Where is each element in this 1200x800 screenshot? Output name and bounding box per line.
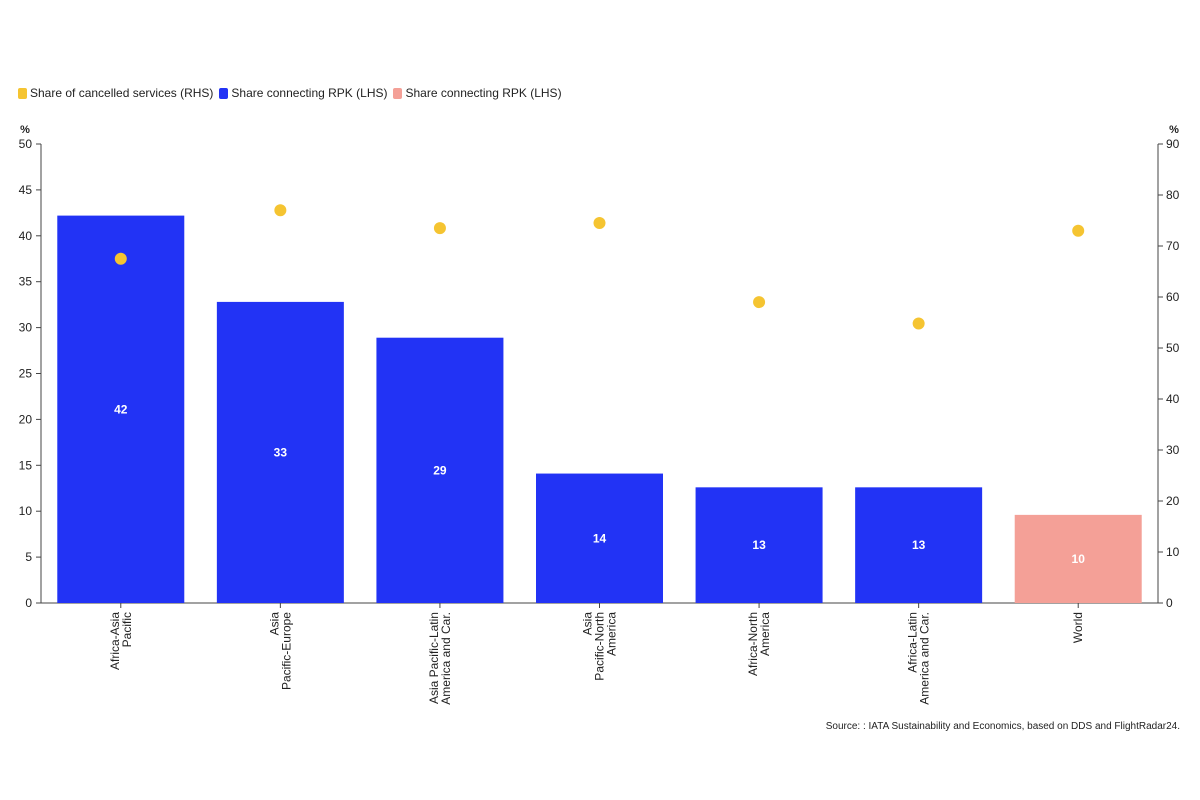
cancelled-share-dot (114, 252, 127, 265)
left-tick-label: 45 (19, 183, 33, 197)
category-label: America and Car. (439, 612, 453, 705)
left-tick-label: 50 (19, 137, 33, 151)
right-tick-label: 0 (1166, 596, 1173, 610)
bar-value-label: 29 (433, 463, 447, 477)
left-tick-label: 15 (19, 458, 33, 472)
right-tick-label: 90 (1166, 137, 1180, 151)
legend-item: Share connecting RPK (LHS) (219, 86, 387, 100)
category-label: Africa-Latin (906, 612, 920, 673)
legend-item: Share of cancelled services (RHS) (18, 86, 213, 100)
legend-swatch (219, 87, 229, 99)
right-axis-unit: % (1169, 124, 1179, 136)
left-tick-label: 5 (25, 550, 32, 564)
bar (536, 473, 663, 603)
legend-swatch (393, 87, 403, 99)
cancelled-share-dot (593, 217, 606, 230)
cancelled-share-dot (912, 317, 925, 330)
bar-value-label: 42 (114, 402, 128, 416)
right-tick-label: 70 (1166, 239, 1180, 253)
right-tick-label: 60 (1166, 290, 1180, 304)
category-label: Asia Pacific-Latin (427, 612, 441, 704)
cancelled-share-dot (753, 296, 766, 309)
legend-label: Share connecting RPK (LHS) (405, 86, 562, 100)
left-tick-label: 10 (19, 504, 33, 518)
left-tick-label: 30 (19, 321, 33, 335)
cancelled-share-dot (274, 204, 287, 217)
category-label: Pacific-Europe (279, 612, 293, 690)
left-tick-label: 35 (19, 275, 33, 289)
left-axis-unit: % (20, 124, 30, 136)
category-label: Asia (267, 612, 281, 636)
category-label: Pacific-North (593, 612, 607, 681)
chart-legend: Share of cancelled services (RHS) Share c… (18, 86, 562, 100)
category-label: Africa-Asia (108, 612, 122, 670)
right-tick-label: 40 (1166, 392, 1180, 406)
cancelled-share-dot (433, 222, 446, 235)
bar-value-label: 33 (274, 445, 288, 459)
category-label: Pacific (120, 612, 134, 647)
right-tick-label: 80 (1166, 188, 1180, 202)
bar (57, 215, 185, 603)
legend-label: Share connecting RPK (LHS) (231, 86, 388, 100)
left-tick-label: 40 (19, 229, 33, 243)
bar (695, 487, 823, 603)
category-label: World (1071, 612, 1085, 643)
legend-swatch (18, 87, 27, 99)
right-tick-label: 20 (1166, 494, 1180, 508)
bar-value-label: 13 (912, 538, 926, 552)
category-label: America and Car. (918, 612, 932, 705)
right-tick-label: 50 (1166, 341, 1180, 355)
right-tick-label: 10 (1166, 545, 1180, 559)
bar-value-label: 14 (593, 531, 607, 545)
source-note: Source: : IATA Sustainability and Econom… (825, 721, 1180, 732)
bar (216, 301, 344, 603)
left-tick-label: 0 (25, 596, 32, 610)
bar-value-label: 13 (752, 538, 766, 552)
bar-value-label: 10 (1072, 552, 1086, 566)
left-tick-label: 25 (19, 367, 33, 381)
right-tick-label: 30 (1166, 443, 1180, 457)
category-label: America (605, 612, 619, 656)
left-tick-label: 20 (19, 412, 33, 426)
category-label: America (758, 612, 772, 656)
bar (855, 487, 983, 603)
legend-item: Share connecting RPK (LHS) (393, 86, 562, 100)
cancelled-share-dot (1072, 224, 1085, 237)
category-label: Africa-North (746, 612, 760, 676)
bar (1014, 514, 1142, 603)
legend-label: Share of cancelled services (RHS) (30, 86, 214, 100)
category-label: Asia (581, 612, 595, 636)
bar (376, 337, 504, 603)
